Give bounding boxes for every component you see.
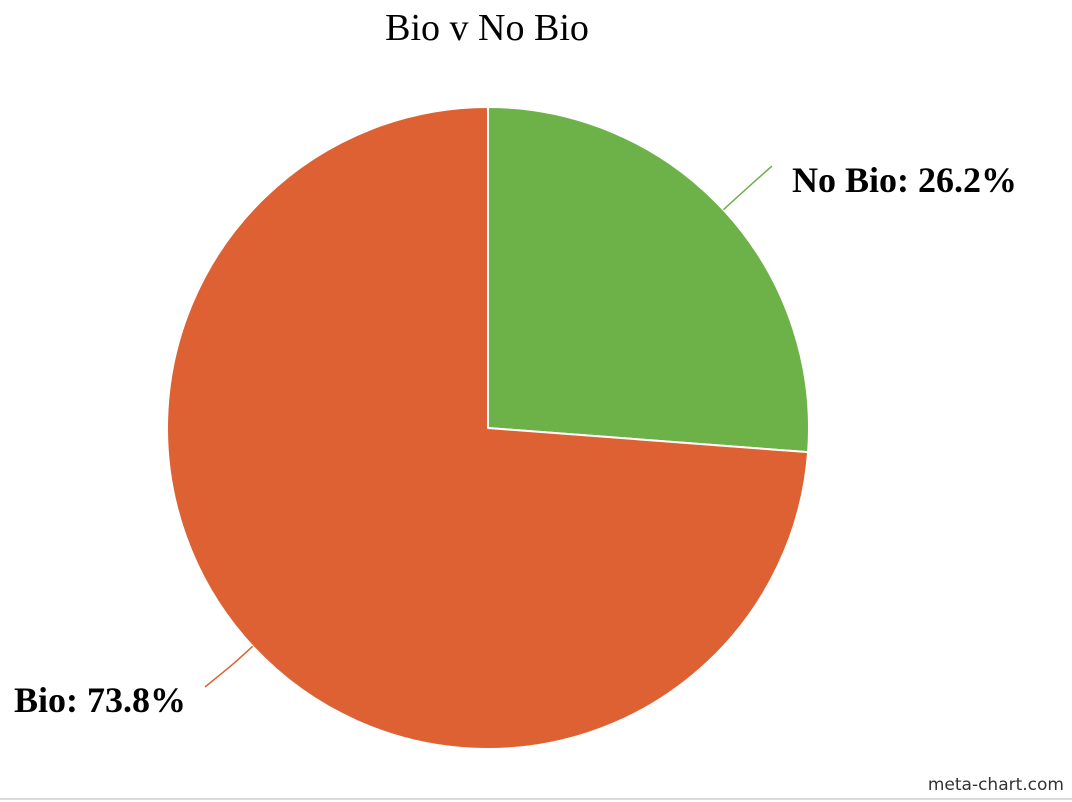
pie-slice-no-bio (487, 106, 810, 454)
slice-label-bio: Bio: 73.8% (14, 680, 186, 720)
pie-slices (166, 106, 810, 750)
slice-label-no-bio: No Bio: 26.2% (792, 160, 1017, 200)
leader-line-bio (204, 645, 254, 688)
pie-slice-bio (166, 106, 810, 750)
credit-text: meta-chart.com (928, 775, 1064, 795)
leader-line-no-bio (722, 165, 773, 211)
chart-title: Bio v No Bio (385, 7, 589, 49)
label-leader-lines (204, 165, 773, 688)
